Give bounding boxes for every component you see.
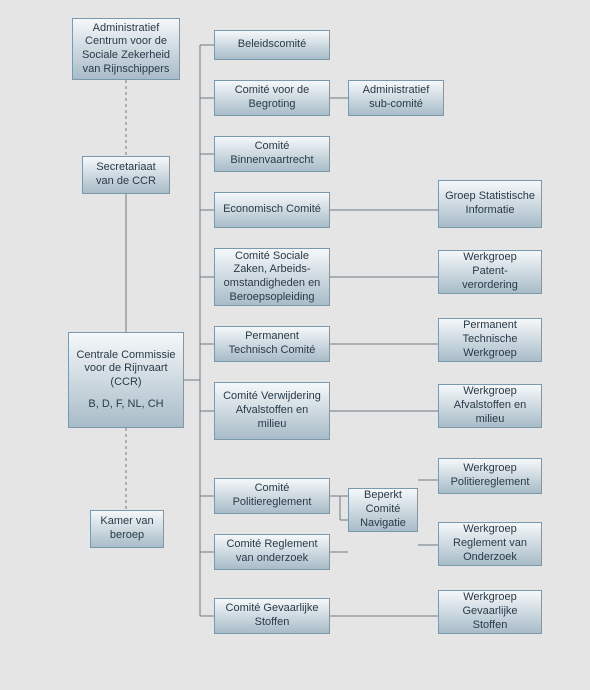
- node-centrale: Centrale Commissie voor de Rijnvaart (CC…: [68, 332, 184, 428]
- node-label: Economisch Comité: [223, 203, 321, 217]
- node-label: Comité Sociale Zaken, Arbeids-omstandigh…: [221, 250, 323, 305]
- node-label: Beleidscomité: [238, 38, 306, 52]
- node-label: Comité Verwijdering Afvalstoffen en mili…: [221, 390, 323, 431]
- node-gevaarlijk-wg: Werkgroep Gevaarlijke Stoffen: [438, 590, 542, 634]
- node-label: Permanent Technisch Comité: [221, 330, 323, 358]
- node-politie: Comité Politiereglement: [214, 478, 330, 514]
- node-kamer: Kamer van beroep: [90, 510, 164, 548]
- node-label: Comité Reglement van onderzoek: [221, 538, 323, 566]
- node-beperkt: Beperkt Comité Navigatie: [348, 488, 418, 532]
- node-onderzoek: Comité Reglement van onderzoek: [214, 534, 330, 570]
- node-binnenvaart: Comité Binnenvaartrecht: [214, 136, 330, 172]
- node-secretariaat: Secretariaat van de CCR: [82, 156, 170, 194]
- node-label: Groep Statistische Informatie: [445, 190, 535, 218]
- node-stat-info: Groep Statistische Informatie: [438, 180, 542, 228]
- node-label: Werkgroep Patent-verordering: [445, 251, 535, 292]
- node-beleids: Beleidscomité: [214, 30, 330, 60]
- node-label: Administratief sub-comité: [355, 84, 437, 112]
- node-label: Werkgroep Reglement van Onderzoek: [445, 523, 535, 564]
- node-label: Comité voor de Begroting: [221, 84, 323, 112]
- node-begroting: Comité voor de Begroting: [214, 80, 330, 116]
- node-gevaarlijk: Comité Gevaarlijke Stoffen: [214, 598, 330, 634]
- node-onderzoek-wg: Werkgroep Reglement van Onderzoek: [438, 522, 542, 566]
- node-label-sub: B, D, F, NL, CH: [88, 398, 163, 412]
- node-sociale: Comité Sociale Zaken, Arbeids-omstandigh…: [214, 248, 330, 306]
- node-afval-wg: Werkgroep Afvalstoffen en milieu: [438, 384, 542, 428]
- node-label: Comité Binnenvaartrecht: [221, 140, 323, 168]
- node-label-main: Centrale Commissie voor de Rijnvaart (CC…: [75, 349, 177, 390]
- node-label: Werkgroep Politiereglement: [445, 462, 535, 490]
- node-label: Administratief Centrum voor de Sociale Z…: [79, 22, 173, 77]
- node-label: Werkgroep Afvalstoffen en milieu: [445, 385, 535, 426]
- node-label: Comité Gevaarlijke Stoffen: [221, 602, 323, 630]
- node-label: Kamer van beroep: [97, 515, 157, 543]
- node-economisch: Economisch Comité: [214, 192, 330, 228]
- node-label: Comité Politiereglement: [221, 482, 323, 510]
- node-admin-sub: Administratief sub-comité: [348, 80, 444, 116]
- node-label: Beperkt Comité Navigatie: [355, 489, 411, 530]
- node-verwijdering: Comité Verwijdering Afvalstoffen en mili…: [214, 382, 330, 440]
- node-label: Werkgroep Gevaarlijke Stoffen: [445, 591, 535, 632]
- node-label: Secretariaat van de CCR: [89, 161, 163, 189]
- node-politie-wg: Werkgroep Politiereglement: [438, 458, 542, 494]
- node-tech-wg: Permanent Technische Werkgroep: [438, 318, 542, 362]
- node-technisch: Permanent Technisch Comité: [214, 326, 330, 362]
- node-patent: Werkgroep Patent-verordering: [438, 250, 542, 294]
- node-label: Permanent Technische Werkgroep: [445, 319, 535, 360]
- node-admin-centrum: Administratief Centrum voor de Sociale Z…: [72, 18, 180, 80]
